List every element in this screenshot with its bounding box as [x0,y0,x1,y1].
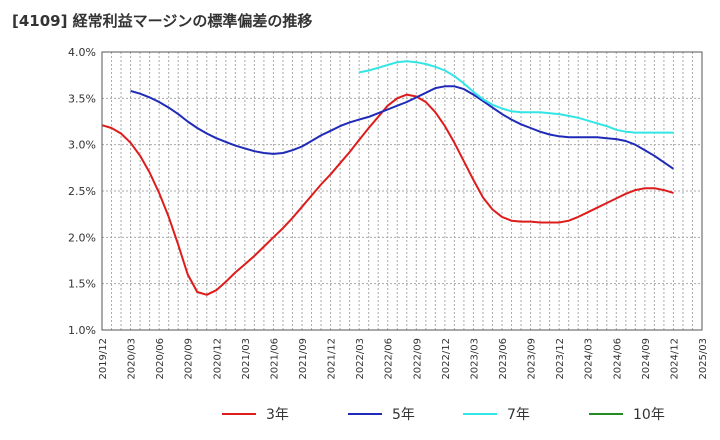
series-lines [101,60,674,296]
x-tick-label: 2021/06 [269,338,280,380]
x-axis: 2019/12 2020/03 2020/06 2020/09 2020/12 2021/… [98,338,709,380]
x-tick-label: 2023/12 [555,338,566,380]
x-tick-label: 2021/09 [298,338,309,380]
x-tick-label: 2021/12 [327,338,338,380]
y-tick-label: 4.0% [68,46,96,59]
x-tick-label: 2024/09 [641,338,652,380]
x-tick-label: 2019/12 [98,338,109,380]
legend-label: 7年 [507,407,530,423]
legend-label: 10年 [633,407,665,423]
y-tick-label: 2.5% [68,185,96,198]
x-tick-label: 2020/03 [127,338,138,380]
plot-frame [101,51,703,331]
y-axis: 1.0% 1.5% 2.0% 2.5% 3.0% 3.5% 4.0% [68,46,96,337]
chart-title: [4109] 経常利益マージンの標準偏差の推移 [12,12,313,30]
y-tick-label: 1.5% [68,278,96,291]
grid [102,51,702,331]
series-line [101,93,674,296]
series-line [358,60,674,134]
legend-label: 5年 [392,407,415,423]
legend-label: 3年 [266,407,289,423]
x-tick-label: 2024/12 [669,338,680,380]
x-tick-label: 2022/03 [355,338,366,380]
y-tick-label: 3.5% [68,92,96,105]
y-tick-label: 2.0% [68,231,96,244]
series-line [130,85,674,170]
x-tick-label: 2023/06 [498,338,509,380]
x-tick-label: 2024/06 [612,338,623,380]
x-tick-label: 2020/12 [212,338,223,380]
x-tick-label: 2021/03 [241,338,252,380]
x-tick-label: 2022/09 [412,338,423,380]
x-tick-label: 2022/12 [441,338,452,380]
x-tick-label: 2020/06 [155,338,166,380]
x-tick-label: 2020/09 [184,338,195,380]
legend: 3年 5年 7年 10年 [222,407,665,423]
y-tick-label: 1.0% [68,324,96,337]
y-tick-label: 3.0% [68,139,96,152]
x-tick-label: 2023/03 [469,338,480,380]
x-tick-label: 2022/06 [384,338,395,380]
x-tick-label: 2023/09 [527,338,538,380]
x-tick-label: 2025/03 [698,338,709,380]
x-tick-label: 2024/03 [584,338,595,380]
